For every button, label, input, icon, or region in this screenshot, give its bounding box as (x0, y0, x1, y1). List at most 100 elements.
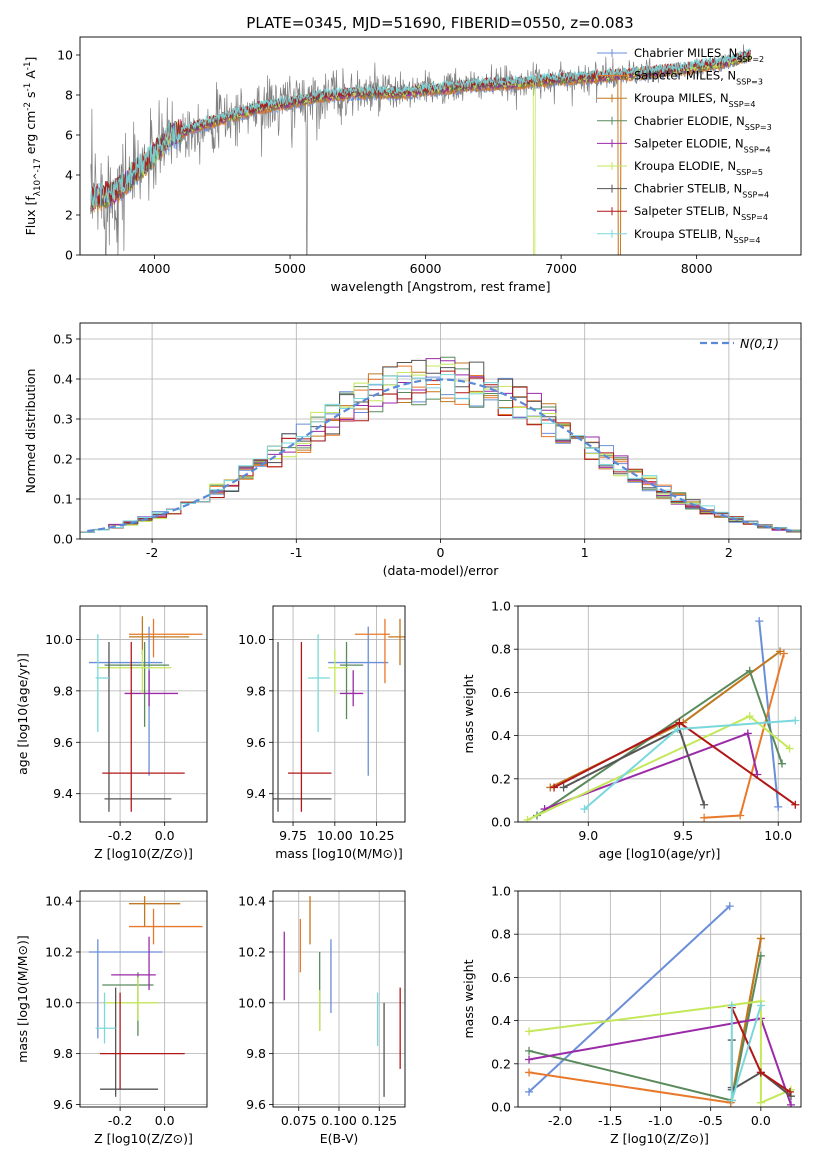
x-tick-label: 0.0 (155, 1113, 175, 1128)
y-tick-label: 8 (65, 88, 73, 103)
axes-frame (272, 605, 406, 823)
y-tick-label: 10.4 (238, 894, 266, 909)
y-tick-label: 4 (65, 168, 73, 183)
x-tick-label: 9.5 (673, 828, 693, 843)
y-tick-label: 10 (57, 48, 73, 63)
y-tick-label: 9.8 (53, 683, 73, 698)
data-point-marker (778, 759, 787, 768)
data-point-marker (786, 1092, 795, 1101)
data-point-marker (525, 1027, 534, 1036)
legend: Chabrier MILES, NSSP=2 Salpeter MILES, NS… (597, 46, 772, 244)
y-tick-label: 0.6 (491, 685, 511, 700)
legend-label: Salpeter STELIB, NSSP=4 (634, 204, 768, 222)
x-axis-label: (data-model)/error (383, 563, 500, 578)
x-axis-label: Z [log10(Z/Z⊙)] (94, 1131, 193, 1146)
data-point-marker (756, 1001, 765, 1010)
x-tick-label: 4000 (139, 261, 171, 276)
legend-label: Chabrier ELODIE, NSSP=3 (634, 114, 772, 132)
plot-area (273, 618, 405, 812)
y-tick-label: 9.4 (246, 786, 266, 801)
plot-area (80, 356, 801, 539)
x-tick-label: 6000 (410, 261, 442, 276)
x-tick-label: -0.2 (108, 1113, 132, 1128)
plot-area (90, 44, 752, 255)
y-tick-label: 9.6 (246, 1097, 266, 1112)
x-tick-label: -1.0 (648, 1113, 672, 1128)
y-tick-label: 9.8 (246, 1046, 266, 1061)
x-tick-label: -0.2 (108, 828, 132, 843)
y-tick-label: 0.0 (491, 815, 511, 830)
data-point-marker (791, 716, 800, 725)
data-point-marker (756, 1098, 765, 1107)
y-tick-label: 0.5 (53, 332, 73, 347)
axes-frame (517, 890, 802, 1108)
y-tick-label: 0.2 (491, 1056, 511, 1071)
x-tick-label: -2.0 (548, 1113, 572, 1128)
y-tick-label: 6 (65, 128, 73, 143)
data-point-marker (525, 1046, 534, 1055)
data-point-marker (743, 729, 752, 738)
mass-weight-line (549, 650, 781, 789)
y-tick-label: 0 (65, 248, 73, 263)
plot-area (283, 896, 401, 1097)
axes-frame (79, 605, 208, 823)
x-tick-label: 0 (437, 545, 445, 560)
legend-label: Chabrier STELIB, NSSP=4 (634, 182, 769, 200)
panel-residuals: -2 -1 0 1 2 0.0 0.1 0.2 0.3 0.4 0.5 (data-model)/er… (23, 322, 802, 578)
x-tick-label: 2 (725, 545, 733, 560)
model-spectrum-line (90, 47, 751, 208)
data-point-marker (755, 617, 764, 626)
data-point-marker (523, 815, 532, 822)
x-tick-label: -1 (290, 545, 302, 560)
y-tick-label: 2 (65, 208, 73, 223)
legend-label: Kroupa STELIB, NSSP=4 (634, 227, 760, 245)
data-point-marker (774, 802, 783, 811)
data-point-marker (756, 1068, 765, 1077)
axes-frame (79, 890, 208, 1108)
y-tick-label: 9.6 (53, 735, 73, 750)
data-point-marker (791, 800, 800, 809)
data-point-marker (673, 725, 682, 734)
data-point-marker (785, 744, 794, 753)
panel-spectrum: 4000 5000 6000 7000 8000 0 2 4 6 8 10 wavelength [A… (23, 36, 802, 294)
panel-metallicity-massweight: -2.0 -1.5 -1.0 -0.5 0.0 0.0 0.2 0.4 0.6 0.8 1.0 Z [… (461, 884, 802, 1146)
y-tick-label: 0.4 (53, 372, 73, 387)
y-axis-label: Flux [fλ10^-17 erg cm-2 s-1 A-1] (23, 57, 43, 236)
mass-weight-line (758, 620, 780, 808)
y-tick-label: 0.6 (491, 970, 511, 985)
data-point-marker (745, 666, 754, 675)
legend-label: Salpeter MILES, NSSP=3 (634, 69, 763, 87)
y-tick-label: 0.2 (491, 771, 511, 786)
y-tick-label: 10.2 (45, 944, 73, 959)
panel-metallicity-age: -0.2 0.0 9.4 9.6 9.8 10.0 Z [log10(Z/Z⊙)] age [… (15, 605, 208, 861)
data-point-marker (725, 902, 734, 911)
panel-mass-age: 9.75 10.00 10.25 9.4 9.6 9.8 10.0 mass [log10(M… (238, 605, 406, 861)
axes-frame (79, 322, 802, 540)
y-tick-label: 0.1 (53, 492, 73, 507)
x-axis-label: Z [log10(Z/Z⊙)] (94, 846, 193, 861)
data-point-marker (736, 811, 745, 820)
data-point-marker (727, 1001, 736, 1010)
y-tick-label: 10.0 (45, 632, 73, 647)
x-axis-label: mass [log10(M/M⊙)] (275, 846, 403, 861)
data-point-marker (559, 783, 568, 792)
data-point-marker (525, 1068, 534, 1077)
x-tick-label: 9.75 (279, 828, 307, 843)
y-tick-label: 1.0 (491, 884, 511, 899)
plot-area (88, 616, 203, 812)
x-tick-label: 10.00 (317, 828, 353, 843)
y-tick-label: 0.8 (491, 642, 511, 657)
y-tick-label: 0.3 (53, 412, 73, 427)
mass-weight-line (583, 719, 796, 810)
data-point-marker (727, 1096, 736, 1105)
x-tick-label: 0.075 (281, 1113, 317, 1128)
y-tick-label: 9.6 (53, 1097, 73, 1112)
y-tick-label: 0.2 (53, 452, 73, 467)
y-tick-label: 0.0 (53, 532, 73, 547)
y-axis-label: mass [log10(M/M⊙)] (15, 935, 30, 1063)
legend-label: Chabrier MILES, NSSP=2 (634, 46, 764, 64)
y-axis-label: mass weight (461, 959, 476, 1038)
x-tick-label: 0.0 (155, 828, 175, 843)
